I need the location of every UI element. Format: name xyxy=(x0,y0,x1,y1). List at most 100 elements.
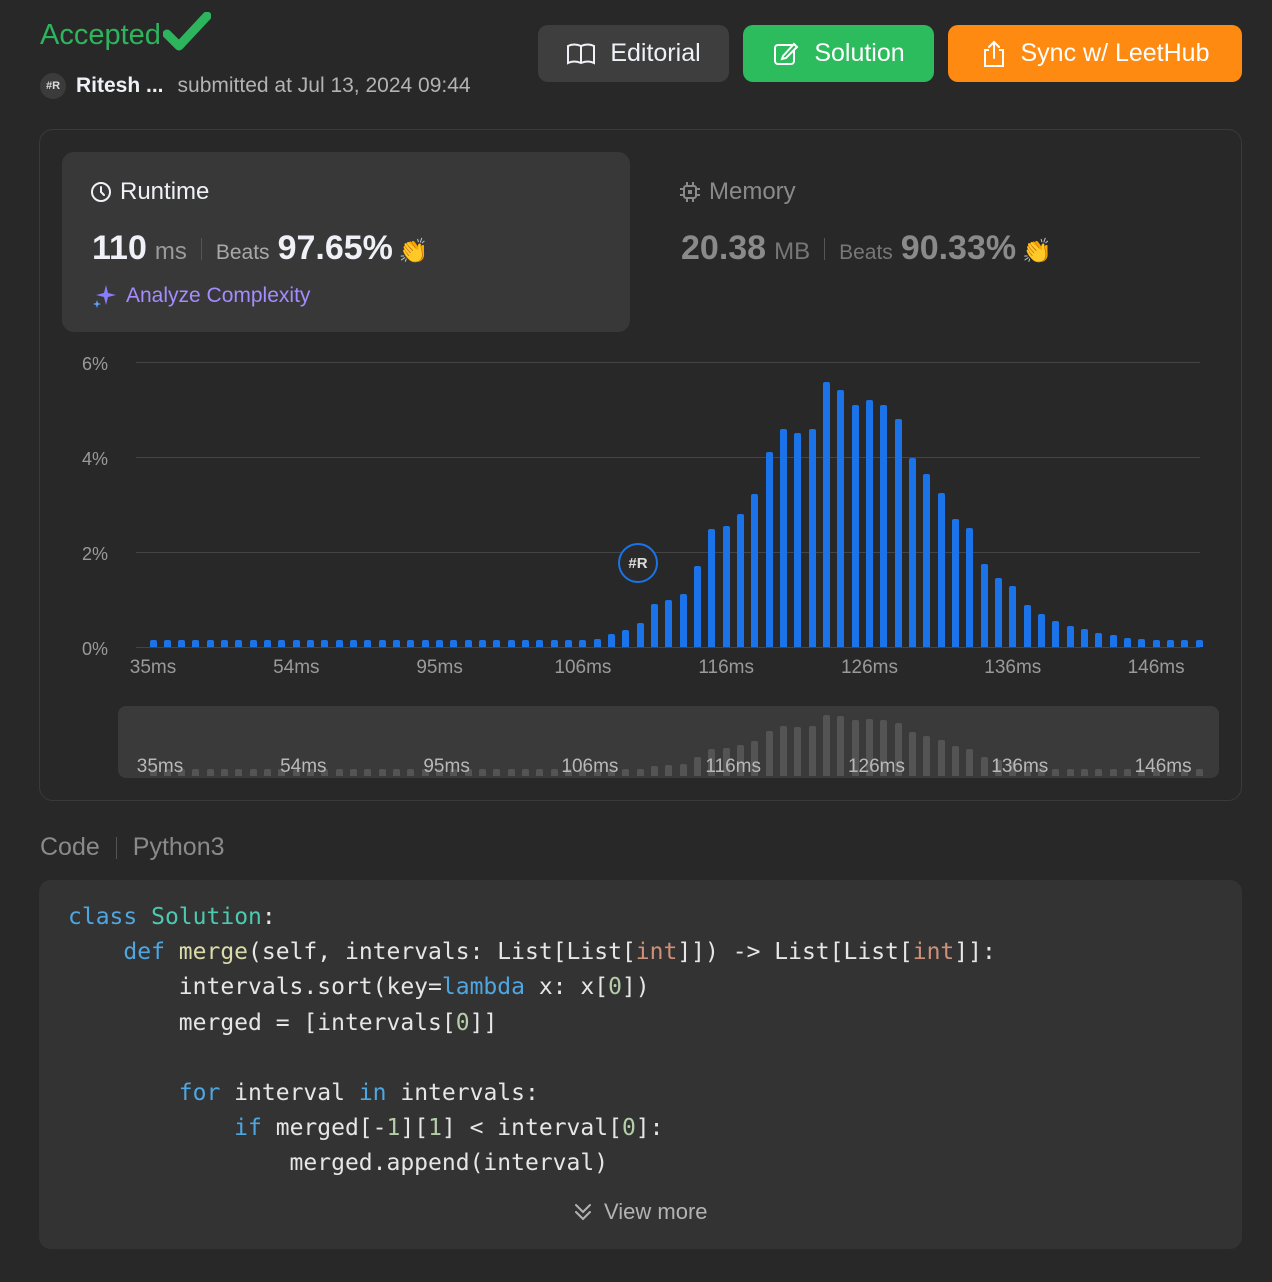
chart-bar[interactable] xyxy=(249,639,257,647)
chart-bar[interactable] xyxy=(765,452,773,647)
chart-bar[interactable] xyxy=(1195,639,1203,647)
chart-bar[interactable] xyxy=(1138,638,1146,647)
chart-bar[interactable] xyxy=(837,389,845,647)
chart-bar[interactable] xyxy=(206,639,214,647)
chart-bar[interactable] xyxy=(851,404,859,647)
chart-bar[interactable] xyxy=(923,473,931,647)
chart-bar[interactable] xyxy=(951,518,959,647)
navigator-bar xyxy=(450,769,458,776)
analyze-complexity-link[interactable]: Analyze Complexity xyxy=(92,283,310,309)
chart-bar[interactable] xyxy=(794,433,802,647)
chart-bar[interactable] xyxy=(364,639,372,647)
chart-bar[interactable] xyxy=(966,528,974,647)
chart-bar[interactable] xyxy=(264,639,272,647)
chart-bar[interactable] xyxy=(522,639,530,647)
chart-bar[interactable] xyxy=(679,593,687,647)
chart-bar[interactable] xyxy=(178,639,186,647)
chart-bar[interactable] xyxy=(722,525,730,647)
chart-bar[interactable] xyxy=(479,639,487,647)
chart-bar[interactable] xyxy=(1109,635,1117,647)
chart-bar[interactable] xyxy=(1066,625,1074,647)
chart-bar[interactable] xyxy=(908,457,916,647)
chart-bar[interactable] xyxy=(937,492,945,647)
chart-bar[interactable] xyxy=(593,638,601,647)
chart-bar[interactable] xyxy=(464,639,472,647)
chart-bar[interactable] xyxy=(335,639,343,647)
sync-leethub-button[interactable]: Sync w/ LeetHub xyxy=(948,25,1242,82)
chart-bar[interactable] xyxy=(651,604,659,647)
navigator-bar xyxy=(1181,769,1189,776)
user-position-marker[interactable]: #R xyxy=(618,543,658,583)
avatar[interactable]: #R xyxy=(40,73,66,99)
chart-bar[interactable] xyxy=(278,639,286,647)
chart-bar[interactable] xyxy=(536,639,544,647)
chart-bar[interactable] xyxy=(350,639,358,647)
chart-bar[interactable] xyxy=(321,639,329,647)
chart-bar[interactable] xyxy=(1123,637,1131,647)
chart-bar[interactable] xyxy=(665,599,673,647)
chart-bar[interactable] xyxy=(1166,639,1174,647)
chart-bar[interactable] xyxy=(1009,586,1017,647)
chart-bar[interactable] xyxy=(1181,639,1189,647)
chart-bar[interactable] xyxy=(694,566,702,647)
chart-bar[interactable] xyxy=(565,639,573,647)
editorial-button[interactable]: Editorial xyxy=(538,25,729,82)
chart-bar[interactable] xyxy=(235,639,243,647)
chart-bar[interactable] xyxy=(292,639,300,647)
chart-bar[interactable] xyxy=(1023,605,1031,647)
chart-bar[interactable] xyxy=(737,514,745,647)
chart-bar[interactable] xyxy=(894,419,902,647)
chart-bar[interactable] xyxy=(880,404,888,647)
memory-title-label: Memory xyxy=(709,178,796,205)
chart-bar[interactable] xyxy=(192,639,200,647)
memory-title[interactable]: Memory xyxy=(679,178,796,206)
chart-bar[interactable] xyxy=(149,639,157,647)
view-more-button[interactable]: View more xyxy=(572,1199,708,1225)
chart-bar[interactable] xyxy=(708,529,716,647)
chart-bar[interactable] xyxy=(866,400,873,647)
status-label: Accepted xyxy=(40,18,161,51)
chart-bar[interactable] xyxy=(221,639,229,647)
navigator-bar xyxy=(708,748,716,776)
chart-bar[interactable] xyxy=(608,634,616,647)
chart-bar[interactable] xyxy=(507,639,515,647)
chart-bar[interactable] xyxy=(579,639,587,647)
chart-bar[interactable] xyxy=(622,630,630,647)
runtime-card[interactable] xyxy=(62,152,630,332)
navigator-tick-label: 95ms xyxy=(423,756,470,777)
chart-bar[interactable] xyxy=(980,563,988,647)
chart-bar[interactable] xyxy=(808,429,816,647)
chart-bar[interactable] xyxy=(407,639,415,647)
chart-bar[interactable] xyxy=(163,639,171,647)
chart-bar[interactable] xyxy=(994,578,1002,647)
code-line: intervals.sort(key=lambda x: x[0]) xyxy=(68,974,650,1001)
chart-bar[interactable] xyxy=(393,639,401,647)
chart-bar[interactable] xyxy=(450,639,458,647)
chart-bar[interactable] xyxy=(1052,620,1060,647)
chart-bar[interactable] xyxy=(421,639,429,647)
chart-bar[interactable] xyxy=(751,494,759,647)
chart-bar[interactable] xyxy=(1095,632,1103,647)
chart-bar[interactable] xyxy=(780,429,788,647)
chart-bar[interactable] xyxy=(307,639,315,647)
chart-bar[interactable] xyxy=(1152,639,1160,647)
y-tick-label: 4% xyxy=(81,449,108,469)
chart-bar[interactable] xyxy=(550,639,558,647)
chart-bar[interactable] xyxy=(1037,613,1045,647)
user-name-link[interactable]: Ritesh ... xyxy=(76,74,164,97)
chart-bar[interactable] xyxy=(823,381,830,647)
solution-button[interactable]: Solution xyxy=(743,25,934,82)
chart-bar[interactable] xyxy=(493,639,501,647)
chart-bar[interactable] xyxy=(378,639,386,647)
navigator-tick-label: 116ms xyxy=(705,756,761,777)
clock-icon xyxy=(91,182,111,202)
y-tick-label: 6% xyxy=(81,354,108,374)
chart-bar[interactable] xyxy=(436,639,444,647)
chart-bar[interactable] xyxy=(636,623,644,647)
navigator-bar xyxy=(350,769,358,776)
runtime-beats-value: 97.65% xyxy=(277,229,393,267)
navigator-bar xyxy=(651,766,659,776)
code-line: merged = [intervals[0]] xyxy=(68,1009,498,1036)
navigator-bar xyxy=(823,714,830,776)
chart-bar[interactable] xyxy=(1080,628,1088,647)
